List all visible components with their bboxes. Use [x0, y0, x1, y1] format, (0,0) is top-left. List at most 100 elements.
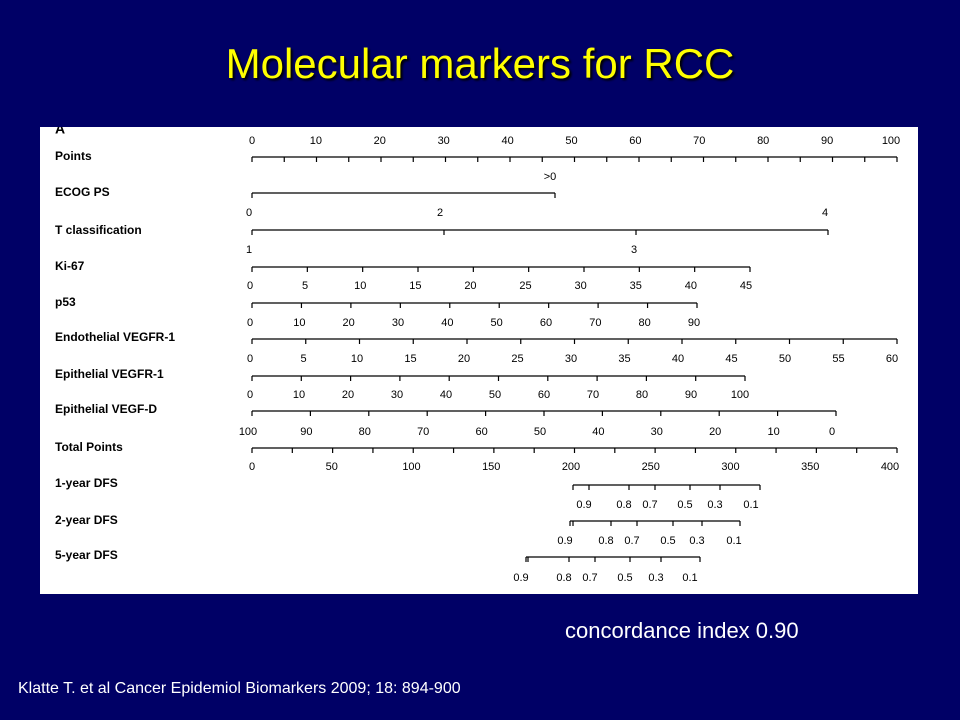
scale-label: 2: [437, 207, 443, 219]
scale-label: 25: [511, 353, 523, 365]
scale-label: 0.3: [648, 572, 663, 584]
scale-label: 200: [562, 461, 580, 473]
row-label: Ki-67: [55, 259, 85, 273]
scale-label: 40: [685, 280, 697, 292]
scale-label: 30: [438, 135, 450, 147]
scale-label: 50: [565, 135, 577, 147]
scale-label: 0.3: [707, 499, 722, 511]
scale-label: 0.7: [582, 572, 597, 584]
scale-label: 90: [300, 426, 312, 438]
scale-label: 60: [538, 389, 550, 401]
slide-title: Molecular markers for RCC: [225, 40, 735, 87]
row-label: Points: [55, 149, 92, 163]
scale-label: 30: [575, 280, 587, 292]
scale-label: 250: [642, 461, 660, 473]
scale-label: 0: [247, 280, 253, 292]
scale-label: 70: [693, 135, 705, 147]
scale-label: 0: [829, 426, 835, 438]
scale-label: 70: [589, 317, 601, 329]
scale-label: 0: [249, 135, 255, 147]
concordance-note: concordance index 0.90: [565, 618, 799, 643]
scale-label: 4: [822, 207, 828, 219]
scale-label: 0: [247, 317, 253, 329]
scale-label: 0: [246, 207, 252, 219]
scale-label: 0.8: [598, 535, 613, 547]
scale-label: 100: [402, 461, 420, 473]
scale-label: 50: [326, 461, 338, 473]
scale-label: 5: [302, 280, 308, 292]
scale-label: 35: [630, 280, 642, 292]
scale-label: 0.5: [660, 535, 675, 547]
row-label: Total Points: [55, 440, 123, 454]
scale-label: 0.9: [513, 572, 528, 584]
scale-label: 150: [482, 461, 500, 473]
row-label: ECOG PS: [55, 185, 110, 199]
scale-label: 0.1: [743, 499, 758, 511]
scale-label: 15: [409, 280, 421, 292]
scale-label: 300: [721, 461, 739, 473]
scale-label: 60: [540, 317, 552, 329]
citation: Klatte T. et al Cancer Epidemiol Biomark…: [18, 680, 461, 697]
scale-label: 0.8: [616, 499, 631, 511]
scale-label: 60: [475, 426, 487, 438]
scale-label: 0.9: [557, 535, 572, 547]
scale-label: 100: [731, 389, 749, 401]
scale-label: 10: [293, 317, 305, 329]
nomogram: A Points ECOG PS T classification Ki-67 p53 E…: [40, 127, 918, 594]
scale-label: 50: [779, 353, 791, 365]
scale-label: 350: [801, 461, 819, 473]
scale-label: 100: [882, 135, 900, 147]
scale-label: 25: [519, 280, 531, 292]
scale-label: 50: [491, 317, 503, 329]
scale-label: 0.7: [624, 535, 639, 547]
scale-label: 0: [249, 461, 255, 473]
scale-label: 60: [629, 135, 641, 147]
row-label: Endothelial VEGFR-1: [55, 330, 175, 344]
scale-label: 30: [391, 389, 403, 401]
row-label: T classification: [55, 223, 142, 237]
scale-label: 50: [534, 426, 546, 438]
figure-panel: [40, 127, 918, 594]
row-label: Epithelial VEGFR-1: [55, 367, 164, 381]
scale-label: 35: [618, 353, 630, 365]
row-label: 2-year DFS: [55, 513, 118, 527]
scale-label: 20: [709, 426, 721, 438]
scale-label: 10: [354, 280, 366, 292]
scale-label: 10: [351, 353, 363, 365]
scale-label: 45: [725, 353, 737, 365]
row-label: 5-year DFS: [55, 548, 118, 562]
scale-label: 0.7: [642, 499, 657, 511]
scale-label: >0: [544, 171, 557, 183]
scale-label: 60: [886, 353, 898, 365]
scale-label: 40: [501, 135, 513, 147]
scale-label: 90: [688, 317, 700, 329]
scale-label: 10: [293, 389, 305, 401]
scale-label: 30: [392, 317, 404, 329]
scale-label: 90: [685, 389, 697, 401]
scale-label: 15: [404, 353, 416, 365]
scale-label: 70: [417, 426, 429, 438]
scale-label: 0.9: [576, 499, 591, 511]
scale-label: 90: [821, 135, 833, 147]
scale-label: 10: [310, 135, 322, 147]
scale-label: 0.1: [726, 535, 741, 547]
scale-label: 80: [757, 135, 769, 147]
scale-label: 0.5: [677, 499, 692, 511]
scale-label: 55: [832, 353, 844, 365]
scale-label: 40: [440, 389, 452, 401]
scale-label: 0.8: [556, 572, 571, 584]
scale-label: 0: [247, 353, 253, 365]
scale-label: 30: [651, 426, 663, 438]
scale-label: 80: [639, 317, 651, 329]
scale-label: 40: [672, 353, 684, 365]
row-label: Epithelial VEGF-D: [55, 402, 157, 416]
scale-label: 80: [359, 426, 371, 438]
scale-label: 20: [374, 135, 386, 147]
scale-label: 1: [246, 244, 252, 256]
scale-label: 40: [441, 317, 453, 329]
scale-label: 100: [239, 426, 257, 438]
scale-label: 80: [636, 389, 648, 401]
scale-label: 40: [592, 426, 604, 438]
scale-label: 20: [342, 389, 354, 401]
